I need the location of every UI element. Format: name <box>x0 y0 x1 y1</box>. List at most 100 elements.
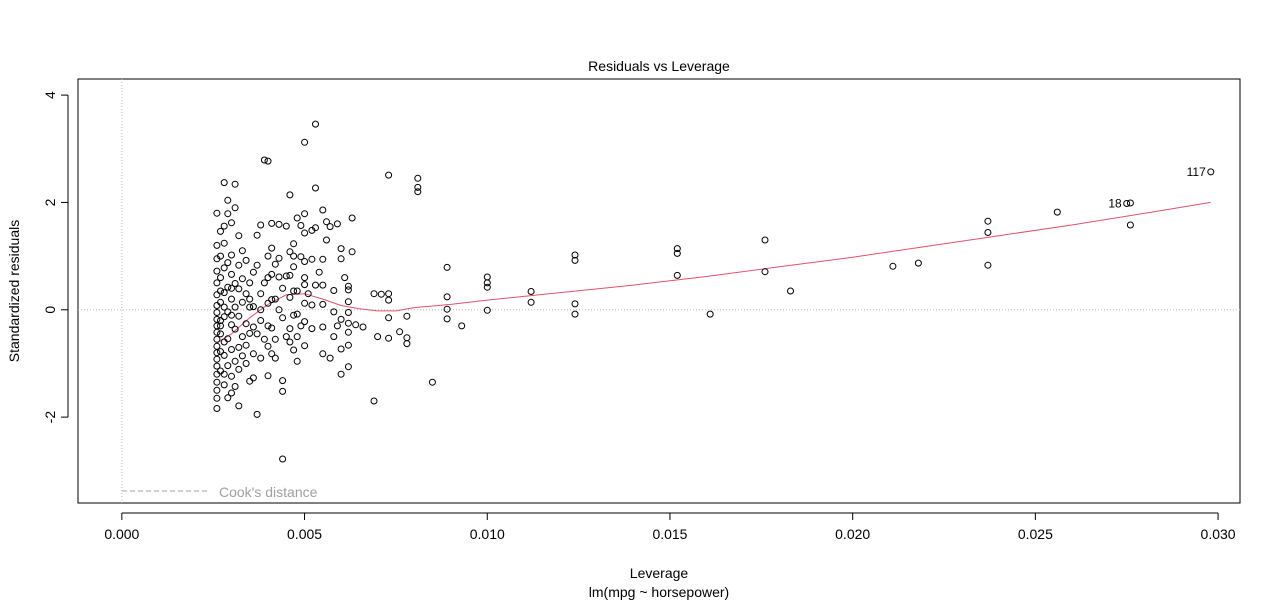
data-point <box>673 249 681 257</box>
data-point <box>271 354 279 362</box>
x-axis-label: Leverage <box>630 565 689 581</box>
data-point <box>293 310 301 318</box>
data-point <box>293 357 301 365</box>
data-point <box>260 156 268 164</box>
data-point <box>326 223 334 231</box>
data-point <box>275 273 283 281</box>
cooks-distance-legend-label: Cook's distance <box>219 484 318 500</box>
data-point <box>268 324 276 332</box>
data-point <box>414 174 422 182</box>
x-tick-label: 0.000 <box>104 526 139 542</box>
data-point <box>914 259 922 267</box>
data-point <box>290 311 298 319</box>
data-point <box>257 306 265 314</box>
data-point <box>370 397 378 405</box>
data-point <box>290 240 298 248</box>
cooks-distance-legend: Cook's distance <box>122 484 318 500</box>
data-point <box>344 286 352 294</box>
data-point <box>228 295 235 303</box>
data-point <box>286 338 294 346</box>
data-point <box>264 372 272 380</box>
y-tick-label: 4 <box>42 91 58 99</box>
data-point <box>213 267 221 275</box>
data-point <box>228 321 235 329</box>
data-point <box>319 350 327 358</box>
data-point <box>275 254 283 262</box>
data-point <box>403 334 411 342</box>
smooth-line-layer <box>216 201 1211 344</box>
data-point <box>282 272 290 280</box>
data-point <box>228 270 235 278</box>
data-point <box>220 370 228 378</box>
data-point <box>213 378 221 386</box>
data-point <box>319 300 327 308</box>
data-point <box>253 261 261 269</box>
data-point <box>348 248 356 256</box>
data-point <box>213 355 221 363</box>
data-point <box>319 255 327 263</box>
data-point <box>231 180 239 188</box>
data-point <box>385 334 393 342</box>
data-point <box>984 261 992 269</box>
data-point <box>428 378 436 386</box>
data-point <box>1123 200 1131 207</box>
data-point <box>286 325 294 333</box>
data-point <box>235 365 243 373</box>
data-point <box>443 315 451 323</box>
data-point <box>385 290 393 298</box>
data-point <box>341 274 349 282</box>
data-point <box>253 410 261 418</box>
data-point <box>264 322 272 330</box>
data-point <box>344 328 352 336</box>
data-point <box>249 268 257 276</box>
y-tick-label: -2 <box>42 411 58 424</box>
data-point <box>246 329 254 337</box>
data-point <box>483 283 491 291</box>
data-point <box>213 386 221 394</box>
data-point <box>220 289 228 297</box>
data-point <box>268 219 276 227</box>
y-tick-label: 0 <box>42 306 58 314</box>
data-point <box>242 360 250 367</box>
data-point <box>458 322 466 330</box>
data-point <box>337 345 345 353</box>
data-point <box>301 138 309 146</box>
x-tick-label: 0.025 <box>1018 526 1053 542</box>
data-point <box>279 377 287 385</box>
data-point <box>282 333 290 341</box>
data-point <box>889 262 897 270</box>
data-point <box>249 374 257 382</box>
data-point <box>260 335 268 343</box>
data-point <box>344 319 352 327</box>
data-point <box>673 271 681 279</box>
x-axis-sublabel: lm(mpg ~ horsepower) <box>589 584 729 600</box>
data-point <box>279 455 287 463</box>
data-point <box>337 255 345 263</box>
point-labels-layer: 117 18 <box>1108 165 1206 211</box>
data-point <box>352 321 360 329</box>
data-point <box>242 341 250 349</box>
data-point <box>220 338 228 346</box>
data-point <box>385 296 393 304</box>
data-point <box>279 314 287 322</box>
data-point <box>301 210 309 218</box>
data-point <box>220 239 228 247</box>
data-point <box>238 247 246 255</box>
data-point <box>213 255 221 263</box>
data-point <box>224 196 232 204</box>
data-point <box>290 287 298 295</box>
data-point <box>275 306 283 314</box>
x-tick-label: 0.020 <box>835 526 870 542</box>
data-point <box>301 281 309 289</box>
x-tick-label: 0.010 <box>470 526 505 542</box>
data-point <box>290 252 298 260</box>
data-point <box>228 311 235 319</box>
data-point <box>326 354 334 362</box>
data-point <box>257 290 265 298</box>
data-point <box>282 222 290 230</box>
data-point <box>220 179 228 187</box>
data-point <box>312 120 319 128</box>
data-point <box>527 298 535 306</box>
data-point <box>268 296 276 304</box>
